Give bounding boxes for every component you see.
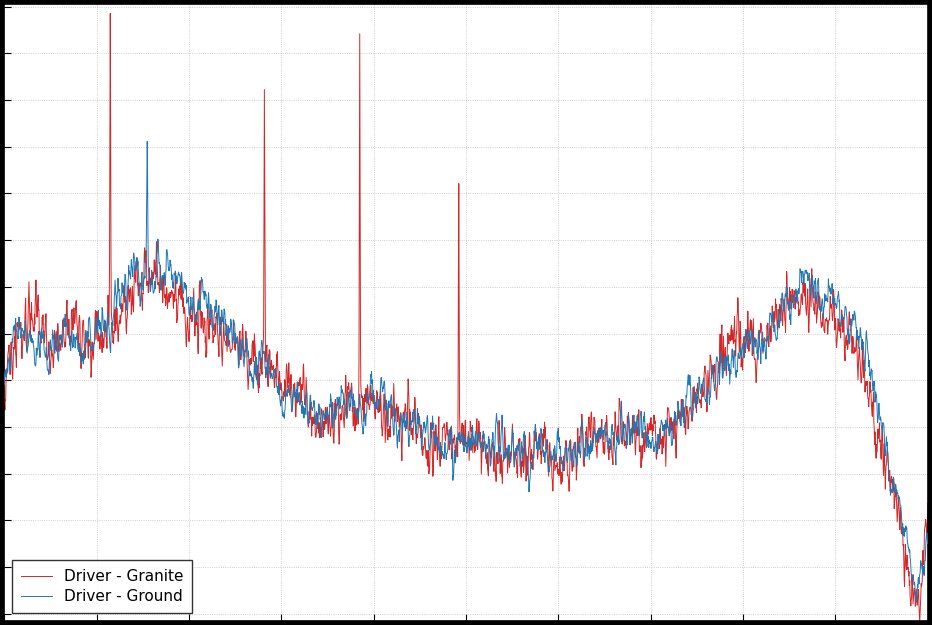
Driver - Granite xyxy=(914,619,925,625)
Driver - Ground xyxy=(751,338,762,346)
Driver - Granite xyxy=(0,401,9,409)
Driver - Granite xyxy=(788,288,800,295)
Legend: Driver - Granite, Driver - Ground: Driver - Granite, Driver - Ground xyxy=(12,560,192,613)
Driver - Granite xyxy=(514,435,526,442)
Driver - Granite xyxy=(18,331,29,338)
Driver - Ground xyxy=(514,452,526,460)
Driver - Granite xyxy=(824,316,835,323)
Driver - Ground xyxy=(0,381,9,388)
Driver - Granite xyxy=(923,500,932,508)
Driver - Ground xyxy=(923,540,932,548)
Line: Driver - Granite: Driver - Granite xyxy=(4,14,928,622)
Driver - Granite xyxy=(104,10,116,18)
Driver - Granite xyxy=(357,406,368,414)
Driver - Ground xyxy=(824,282,835,289)
Driver - Ground xyxy=(911,599,922,606)
Driver - Ground xyxy=(18,327,29,334)
Driver - Ground xyxy=(788,298,800,306)
Driver - Ground xyxy=(142,138,153,145)
Driver - Granite xyxy=(751,366,762,373)
Line: Driver - Ground: Driver - Ground xyxy=(4,141,928,602)
Driver - Ground xyxy=(357,426,368,433)
